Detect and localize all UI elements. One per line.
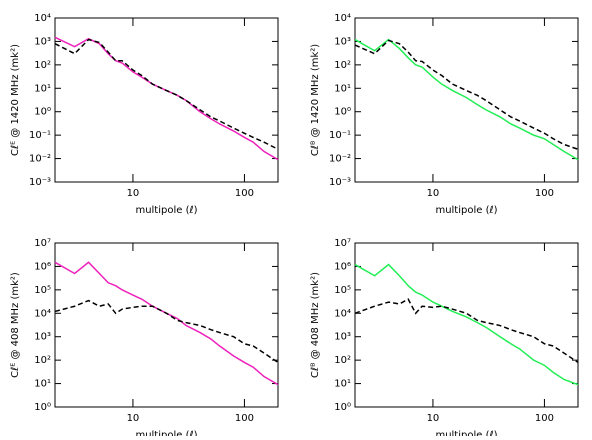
x-tick-label: 10 xyxy=(427,413,440,424)
x-tick-label: 10 xyxy=(427,188,440,199)
y-tick-label: 10⁻³ xyxy=(29,177,51,188)
y-tick-label: 10⁶ xyxy=(334,261,351,272)
y-tick-label: 10³ xyxy=(34,332,51,343)
x-tick-label: 10 xyxy=(127,413,140,424)
data-line xyxy=(354,39,579,150)
x-tick-label: 100 xyxy=(535,188,554,199)
y-tick-label: 10³ xyxy=(334,332,351,343)
y-tick-label: 10⁴ xyxy=(334,13,351,24)
y-tick-label: 10⁰ xyxy=(334,107,351,118)
x-tick-label: 100 xyxy=(235,188,254,199)
y-tick-label: 10⁶ xyxy=(34,261,51,272)
y-axis-label: Cℓᴮ @ 1420 MHz (mk²) xyxy=(310,44,321,156)
data-line xyxy=(54,261,279,386)
y-tick-label: 10⁻² xyxy=(29,154,51,165)
y-axis-label: Cℓᴱ @ 408 MHz (mk²) xyxy=(10,272,21,378)
y-tick-label: 10⁷ xyxy=(334,238,351,249)
y-tick-label: 10⁵ xyxy=(334,285,351,296)
plot-frame xyxy=(54,17,279,183)
y-tick-label: 10⁷ xyxy=(34,238,51,249)
plot-frame xyxy=(354,17,579,183)
y-tick-label: 10⁰ xyxy=(334,402,351,413)
plot-frame xyxy=(354,242,579,408)
data-line xyxy=(354,263,579,386)
y-tick-label: 10⁴ xyxy=(34,13,51,24)
x-axis-label: multipole (ℓ) xyxy=(135,430,197,436)
y-tick-label: 10³ xyxy=(334,36,351,47)
data-line xyxy=(54,36,279,161)
x-axis-label: multipole (ℓ) xyxy=(435,205,497,216)
y-tick-label: 10¹ xyxy=(34,379,51,390)
x-axis-label: multipole (ℓ) xyxy=(435,430,497,436)
y-tick-label: 10² xyxy=(34,60,51,71)
y-tick-label: 10⁴ xyxy=(34,308,51,319)
data-line xyxy=(354,38,579,161)
y-tick-label: 10⁰ xyxy=(34,402,51,413)
x-tick-label: 100 xyxy=(535,413,554,424)
data-line xyxy=(54,299,279,364)
y-tick-label: 10⁻¹ xyxy=(329,130,351,141)
y-tick-label: 10¹ xyxy=(334,379,351,390)
y-tick-label: 10⁰ xyxy=(34,107,51,118)
y-tick-label: 10⁻¹ xyxy=(29,130,51,141)
y-tick-label: 10³ xyxy=(34,36,51,47)
y-axis-label: Cℓᴮ @ 408 MHz (mk²) xyxy=(310,272,321,378)
y-tick-label: 10² xyxy=(334,60,351,71)
data-line xyxy=(54,38,279,150)
data-line xyxy=(354,298,579,364)
y-tick-label: 10⁻² xyxy=(329,154,351,165)
y-axis-label: Cℓᴱ @ 1420 MHz (mk²) xyxy=(10,44,21,156)
y-tick-label: 10⁴ xyxy=(334,308,351,319)
x-axis-label: multipole (ℓ) xyxy=(135,205,197,216)
y-tick-label: 10² xyxy=(334,355,351,366)
plot-frame xyxy=(54,242,279,408)
y-tick-label: 10¹ xyxy=(34,83,51,94)
y-tick-label: 10⁵ xyxy=(34,285,51,296)
x-tick-label: 100 xyxy=(235,413,254,424)
y-tick-label: 10¹ xyxy=(334,83,351,94)
x-tick-label: 10 xyxy=(127,188,140,199)
y-tick-label: 10⁻³ xyxy=(329,177,351,188)
y-tick-label: 10² xyxy=(34,355,51,366)
